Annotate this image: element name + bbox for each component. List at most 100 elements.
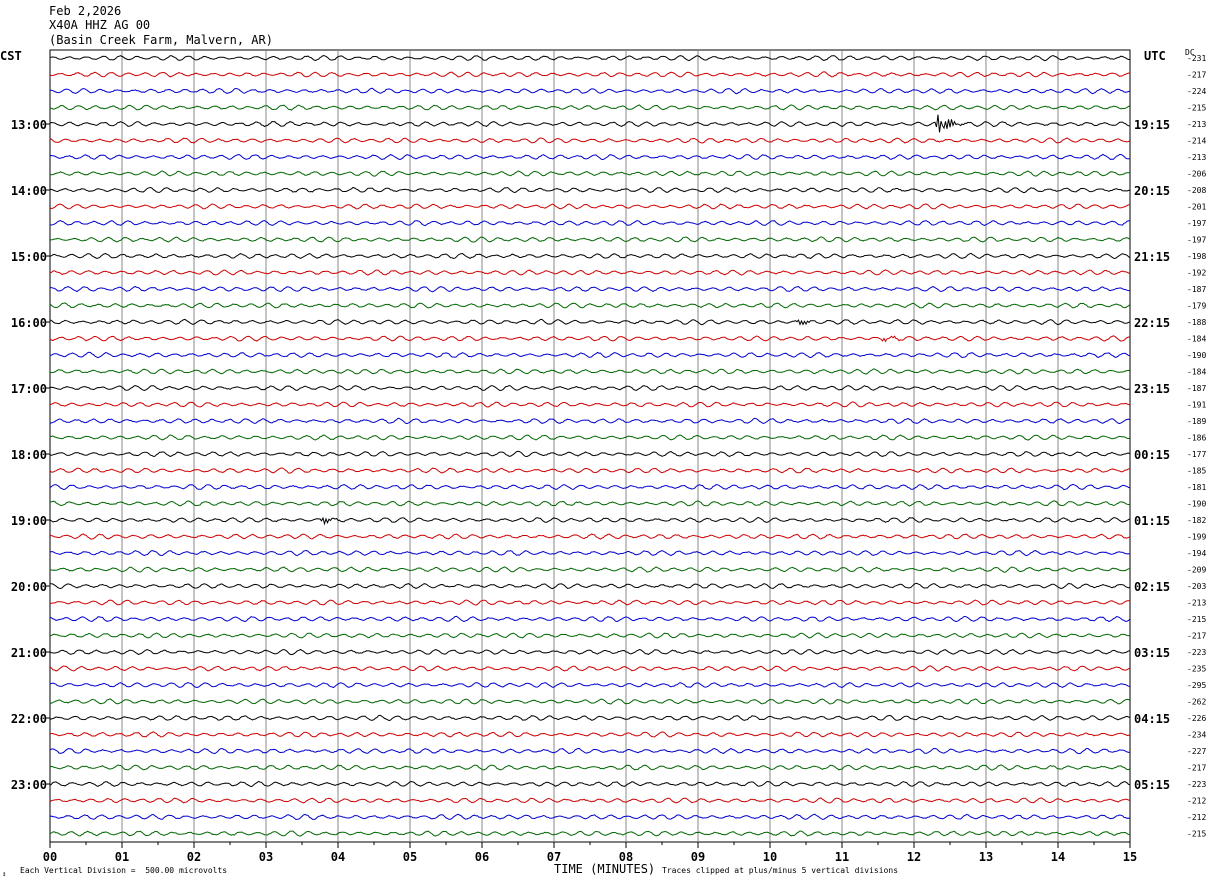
cst-hour-label: 20:00	[11, 580, 47, 594]
seismic-trace	[49, 780, 1131, 788]
dc-offset-label: -213	[1187, 599, 1206, 608]
seismic-trace	[49, 236, 1131, 243]
dc-offset-label: -227	[1187, 747, 1206, 756]
seismic-trace	[49, 252, 1131, 260]
x-axis-label: TIME (MINUTES)	[554, 862, 656, 876]
dc-offset-label: -190	[1187, 500, 1206, 509]
seismic-trace	[49, 731, 1131, 738]
utc-hour-label: 05:15	[1134, 778, 1170, 792]
seismic-trace	[49, 269, 1131, 276]
seismic-trace	[49, 55, 1131, 62]
cst-hour-label: 21:00	[11, 646, 47, 660]
dc-offset-label: -177	[1187, 450, 1206, 459]
seismic-trace	[49, 797, 1131, 804]
x-tick-label: 11	[835, 850, 849, 864]
dc-offset-label: -215	[1187, 104, 1206, 113]
dc-offset-label: -226	[1187, 714, 1206, 723]
seismic-trace	[49, 384, 1131, 392]
x-tick-label: 14	[1051, 850, 1065, 864]
dc-offset-label: -217	[1187, 632, 1206, 641]
utc-hour-label: 00:15	[1134, 448, 1170, 462]
seismic-trace	[49, 203, 1131, 210]
seismic-trace	[49, 665, 1131, 672]
dc-offset-label: -190	[1187, 351, 1206, 360]
dc-offset-label: -234	[1187, 731, 1206, 740]
station-location: (Basin Creek Farm, Malvern, AR)	[49, 33, 273, 47]
dc-offset-label: -198	[1187, 252, 1206, 261]
x-tick-label: 01	[115, 850, 129, 864]
seismic-trace	[49, 764, 1131, 771]
cst-hour-label: 14:00	[11, 184, 47, 198]
vertical-scale-note: Each Vertical Division = 500.00 microvol…	[20, 866, 228, 875]
x-tick-label: 00	[43, 850, 57, 864]
seismic-trace	[49, 87, 1131, 95]
dc-offset-label: -224	[1187, 87, 1206, 96]
seismic-trace	[49, 682, 1131, 689]
dc-offset-label: -217	[1187, 764, 1206, 773]
seismic-trace	[49, 648, 1131, 656]
dc-offset-label: -212	[1187, 797, 1206, 806]
dc-offset-header: DC	[1185, 48, 1195, 57]
seismic-trace	[49, 467, 1130, 474]
dc-offset-label: -235	[1187, 665, 1206, 674]
seismic-trace	[49, 401, 1131, 408]
dc-offset-label: -197	[1187, 219, 1206, 228]
seismic-trace	[49, 170, 1131, 177]
seismic-trace	[49, 615, 1131, 623]
seismic-trace	[49, 434, 1131, 441]
utc-hour-label: 03:15	[1134, 646, 1170, 660]
seismic-trace	[49, 500, 1131, 507]
dc-offset-label: -188	[1187, 318, 1206, 327]
seismic-trace	[49, 549, 1131, 557]
utc-hour-label: 01:15	[1134, 514, 1170, 528]
cst-hour-label: 16:00	[11, 316, 47, 330]
dc-offset-label: -182	[1187, 516, 1206, 525]
seismic-trace	[49, 533, 1131, 540]
cst-hour-label: 22:00	[11, 712, 47, 726]
dc-offset-label: -185	[1187, 467, 1206, 476]
seismic-trace	[49, 566, 1131, 573]
dc-offset-label: -215	[1187, 830, 1206, 839]
seismic-trace	[49, 335, 1131, 343]
utc-hour-label: 20:15	[1134, 184, 1170, 198]
seismic-trace	[49, 368, 1131, 375]
seismic-trace	[49, 137, 1131, 144]
utc-hour-label: 04:15	[1134, 712, 1170, 726]
dc-offset-label: -208	[1187, 186, 1206, 195]
dc-offset-label: -191	[1187, 401, 1206, 410]
dc-offset-label: -181	[1187, 483, 1206, 492]
seismic-trace	[50, 285, 1130, 293]
dc-offset-label: -194	[1187, 549, 1206, 558]
dc-offset-label: -209	[1187, 566, 1206, 575]
x-tick-label: 02	[187, 850, 201, 864]
x-tick-label: 12	[907, 850, 921, 864]
dc-offset-label: -212	[1187, 813, 1206, 822]
x-tick-label: 04	[331, 850, 345, 864]
x-tick-label: 05	[403, 850, 417, 864]
dc-offset-label: -197	[1187, 236, 1206, 245]
x-tick-label: 08	[619, 850, 633, 864]
dc-offset-label: -295	[1187, 681, 1206, 690]
dc-offset-label: -215	[1187, 615, 1206, 624]
scale-marker-icon: ↕	[2, 870, 7, 878]
dc-offset-label: -186	[1187, 434, 1206, 443]
seismic-trace	[49, 302, 1131, 309]
dc-offset-label: -223	[1187, 780, 1206, 789]
dc-offset-label: -179	[1187, 302, 1206, 311]
seismic-trace	[49, 813, 1131, 821]
seismic-trace	[49, 632, 1131, 639]
left-timezone-label: CST	[0, 49, 22, 63]
cst-hour-label: 19:00	[11, 514, 47, 528]
seismic-trace	[49, 114, 1131, 133]
plot-frame	[49, 49, 1131, 843]
clipping-note: Traces clipped at plus/minus 5 vertical …	[662, 866, 899, 875]
utc-hour-label: 02:15	[1134, 580, 1170, 594]
seismic-trace	[49, 71, 1131, 78]
seismic-trace	[49, 186, 1131, 194]
x-tick-label: 09	[691, 850, 705, 864]
x-tick-label: 06	[475, 850, 489, 864]
dc-offset-label: -199	[1187, 533, 1206, 542]
x-tick-label: 10	[763, 850, 777, 864]
dc-offset-label: -189	[1187, 417, 1206, 426]
dc-offset-label: -184	[1187, 335, 1206, 344]
